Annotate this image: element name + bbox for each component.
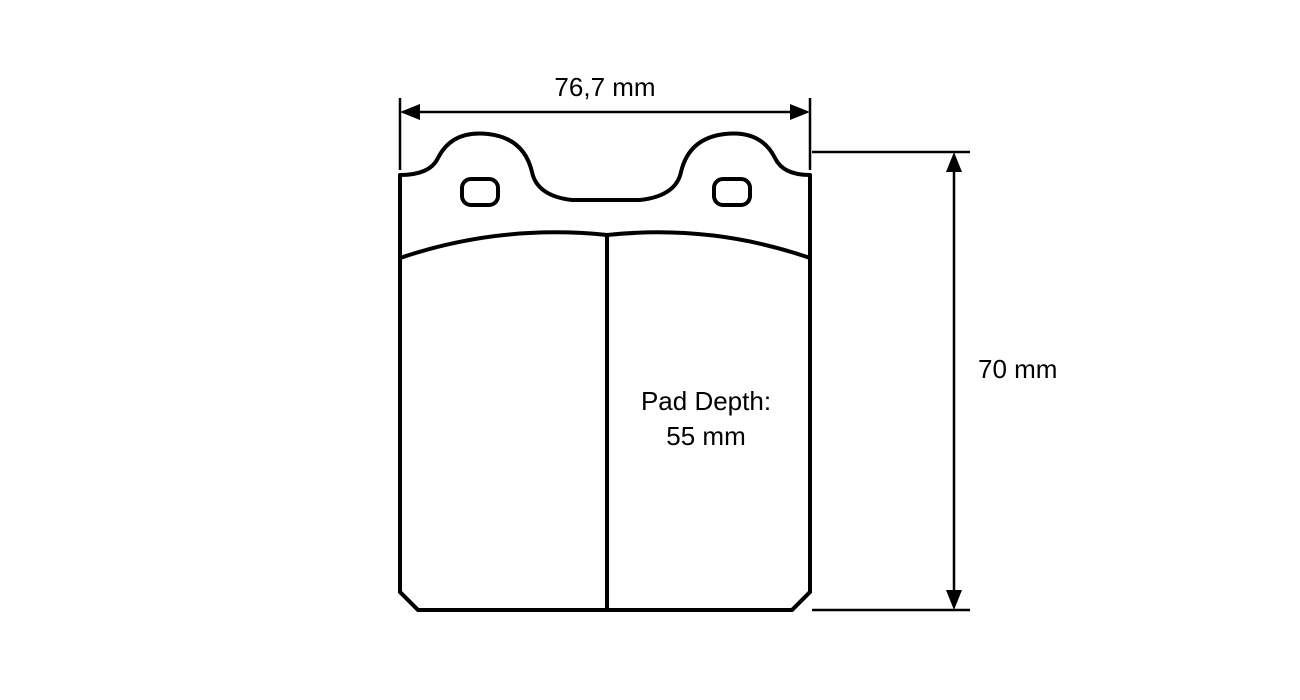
brake-pad-diagram: 76,7 mm 70 mm Pad Depth: 55 mm: [0, 0, 1300, 700]
pad-surface-right-arc: [607, 232, 810, 258]
height-label: 70 mm: [978, 354, 1057, 384]
pad-outline: [400, 134, 810, 611]
pad-depth-label-line1: Pad Depth:: [641, 386, 771, 416]
pad-depth-label-line2: 55 mm: [666, 421, 745, 451]
left-mounting-slot: [462, 179, 498, 205]
bottom-left-chamfer: [400, 592, 418, 610]
width-label: 76,7 mm: [554, 72, 655, 102]
pad-surface-left-arc: [400, 232, 607, 258]
height-dimension: [812, 152, 970, 610]
bottom-right-chamfer: [792, 592, 810, 610]
right-mounting-slot: [714, 179, 750, 205]
